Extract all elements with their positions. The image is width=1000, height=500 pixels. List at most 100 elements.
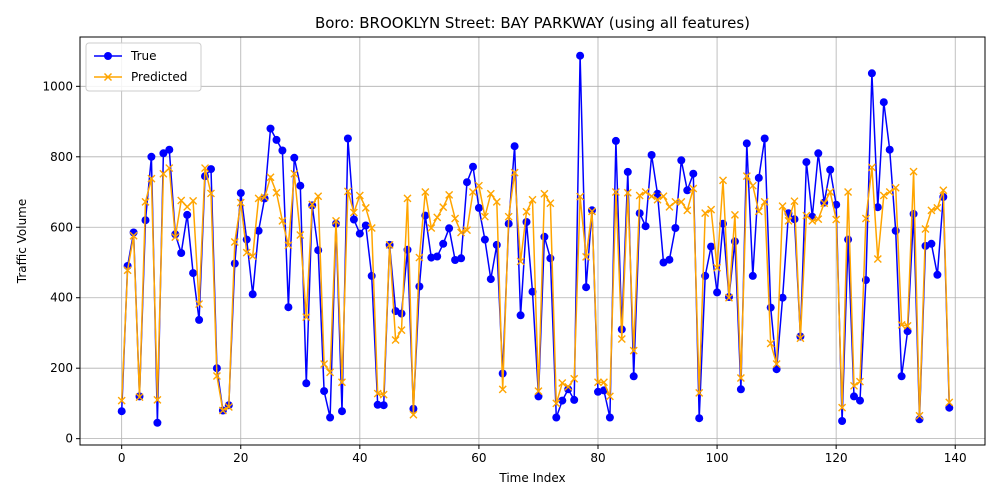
data-point xyxy=(552,399,561,408)
data-point xyxy=(582,283,591,292)
data-point xyxy=(266,124,275,133)
data-point xyxy=(117,396,126,405)
data-point xyxy=(284,303,293,312)
data-point xyxy=(844,188,853,197)
data-point xyxy=(373,389,382,398)
data-point xyxy=(236,198,245,207)
data-point xyxy=(248,290,257,299)
data-point xyxy=(629,372,638,381)
data-point xyxy=(248,252,257,261)
data-point xyxy=(254,226,263,235)
data-point xyxy=(778,293,787,302)
data-point xyxy=(349,215,358,224)
data-point xyxy=(177,196,186,205)
data-point xyxy=(695,414,704,423)
data-point xyxy=(844,235,853,244)
data-point xyxy=(707,205,716,214)
data-point xyxy=(570,395,579,404)
data-point xyxy=(873,203,882,212)
data-point xyxy=(838,417,847,425)
data-point xyxy=(451,214,460,223)
data-point xyxy=(355,191,364,200)
data-point xyxy=(742,139,751,148)
data-point xyxy=(230,238,239,247)
data-point xyxy=(796,334,805,343)
data-point xyxy=(415,282,424,291)
data-point xyxy=(242,248,251,257)
data-point xyxy=(748,181,757,190)
data-point xyxy=(713,288,722,297)
series-line xyxy=(120,55,951,423)
data-point xyxy=(522,207,531,216)
y-tick-label: 800 xyxy=(50,150,73,164)
legend: True Predicted xyxy=(85,42,202,92)
data-point xyxy=(802,158,811,167)
data-point xyxy=(588,207,597,216)
data-point xyxy=(343,187,352,196)
data-point xyxy=(433,252,442,261)
data-point xyxy=(457,254,466,263)
data-point xyxy=(790,197,799,206)
data-point xyxy=(933,203,942,212)
x-tick-label: 100 xyxy=(706,451,729,465)
data-point xyxy=(611,188,620,197)
data-point xyxy=(719,176,728,185)
data-point xyxy=(379,390,388,399)
data-point xyxy=(897,372,906,381)
data-point xyxy=(885,188,894,197)
data-point xyxy=(903,321,912,330)
series-layer xyxy=(117,51,954,427)
data-point xyxy=(320,359,329,368)
data-point xyxy=(522,218,531,226)
data-point xyxy=(564,385,573,394)
data-point xyxy=(486,189,495,198)
y-axis-ticks: 0 200 400 600 800 1000 xyxy=(42,79,80,446)
data-point xyxy=(474,203,483,212)
data-point xyxy=(242,235,251,244)
x-axis-ticks: 0 20 40 60 80 100 120 140 xyxy=(118,445,967,465)
data-point xyxy=(730,210,739,219)
data-point xyxy=(302,313,311,322)
data-point xyxy=(879,98,888,107)
data-point xyxy=(891,183,900,192)
data-point xyxy=(260,193,269,202)
data-point xyxy=(850,392,858,401)
data-point xyxy=(338,407,346,416)
data-point xyxy=(885,145,894,154)
data-point xyxy=(671,197,680,206)
data-point xyxy=(278,146,287,155)
data-point xyxy=(891,226,900,235)
data-point xyxy=(790,215,799,224)
x-tick-label: 0 xyxy=(118,451,126,465)
data-point xyxy=(546,199,555,208)
data-point xyxy=(939,186,948,195)
data-point xyxy=(832,200,841,209)
data-point xyxy=(945,398,954,407)
series-predicted xyxy=(117,163,954,420)
data-point xyxy=(492,240,501,249)
data-point xyxy=(605,413,614,422)
data-point xyxy=(302,379,311,388)
data-point xyxy=(867,69,876,78)
data-point xyxy=(599,378,608,387)
data-point xyxy=(498,385,507,394)
data-point xyxy=(808,216,817,225)
data-point xyxy=(165,164,174,173)
data-point xyxy=(856,396,864,405)
data-point xyxy=(617,334,626,343)
data-point xyxy=(415,253,424,262)
data-point xyxy=(427,253,436,262)
data-point xyxy=(510,168,519,177)
data-point xyxy=(463,226,472,235)
x-tick-label: 40 xyxy=(352,451,367,465)
data-point xyxy=(123,266,132,275)
data-point xyxy=(326,413,335,422)
y-tick-label: 200 xyxy=(50,361,73,375)
y-tick-label: 1000 xyxy=(42,79,73,93)
data-point xyxy=(850,381,859,390)
data-point xyxy=(284,241,293,250)
data-point xyxy=(421,188,430,197)
data-point xyxy=(367,223,376,232)
data-point xyxy=(558,378,567,387)
